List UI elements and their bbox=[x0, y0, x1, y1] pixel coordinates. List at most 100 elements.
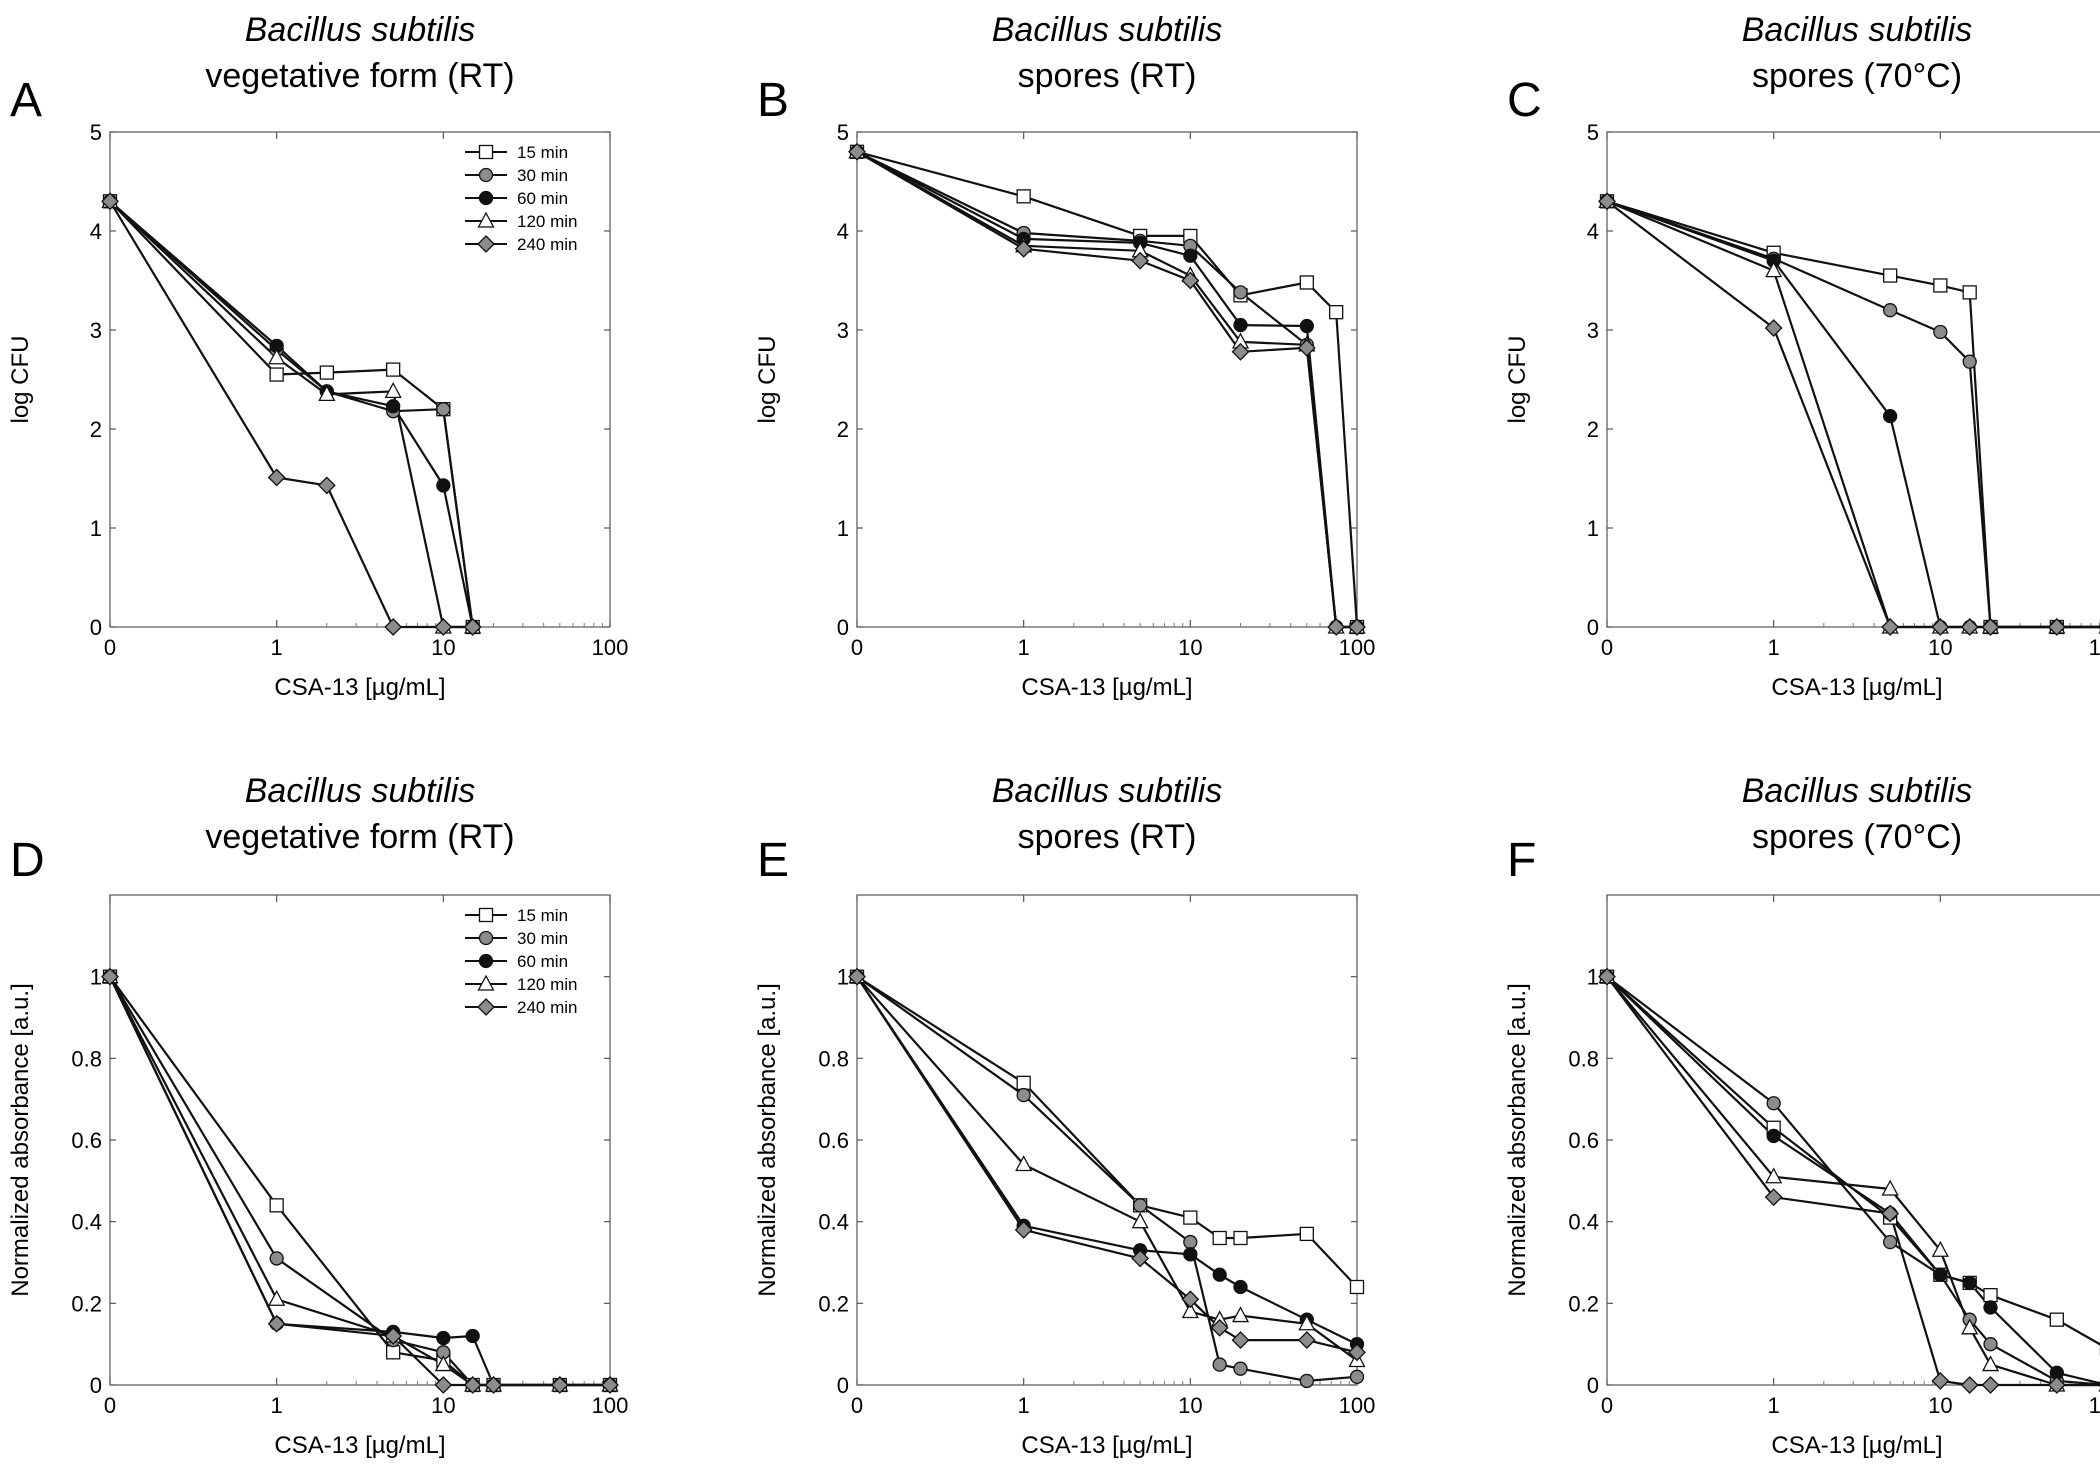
series-line bbox=[856, 150, 1357, 629]
y-tick-label: 0.6 bbox=[71, 1128, 102, 1153]
x-tick-label: 0 bbox=[104, 1393, 116, 1418]
series-line bbox=[109, 200, 473, 629]
panel-e: E Bacillus subtilis spores (RT) 0 0.2 0.4 0.6 0… bbox=[754, 772, 1375, 1459]
y-tick-label: 0.2 bbox=[1568, 1291, 1599, 1316]
data-point bbox=[1016, 1087, 1031, 1103]
data-point bbox=[386, 399, 401, 414]
data-point bbox=[1983, 1300, 1998, 1315]
data-point bbox=[1231, 342, 1250, 361]
legend-marker bbox=[478, 930, 494, 946]
y-axis-label: log CFU bbox=[7, 335, 34, 423]
series-line bbox=[109, 976, 610, 1387]
data-point bbox=[1598, 967, 1616, 986]
x-tick-label: 0 bbox=[104, 635, 116, 660]
series-line bbox=[856, 975, 1358, 1288]
x-tick-label: 1 bbox=[271, 635, 283, 660]
data-point bbox=[1131, 1249, 1150, 1268]
y-axis-label: log CFU bbox=[1504, 335, 1531, 423]
chart-title-condition: spores (70°C) bbox=[1752, 57, 1962, 95]
plot-frame bbox=[856, 894, 1358, 1386]
legend-marker bbox=[478, 167, 494, 183]
data-point bbox=[434, 618, 453, 636]
data-point bbox=[1233, 285, 1248, 300]
series-line bbox=[1606, 200, 2100, 629]
legend-marker bbox=[478, 907, 494, 923]
data-point bbox=[1299, 1226, 1314, 1242]
legend-label: 240 min bbox=[517, 235, 577, 254]
series-line bbox=[109, 200, 474, 628]
data-point bbox=[386, 1345, 401, 1360]
y-tick-label: 1 bbox=[1587, 965, 1599, 990]
legend-label: 240 min bbox=[517, 998, 577, 1017]
data-point bbox=[1212, 1267, 1227, 1282]
data-point bbox=[1766, 1096, 1781, 1111]
series-line bbox=[856, 975, 1358, 1383]
data-point bbox=[1233, 1230, 1248, 1246]
data-point bbox=[1349, 1369, 1365, 1384]
data-point bbox=[268, 1289, 286, 1306]
data-point bbox=[1014, 1220, 1033, 1239]
data-point bbox=[2049, 1312, 2064, 1327]
legend-label: 15 min bbox=[517, 143, 568, 162]
x-tick-label: 100 bbox=[2089, 635, 2100, 660]
panel-letter: C bbox=[1507, 74, 1542, 127]
y-tick-label: 0.6 bbox=[1568, 1128, 1599, 1153]
x-tick-label: 1 bbox=[271, 1393, 283, 1418]
data-point bbox=[269, 367, 284, 382]
plot-frame bbox=[1606, 131, 2100, 628]
y-tick-label: 0.4 bbox=[818, 1210, 849, 1235]
y-tick-label: 0 bbox=[837, 1373, 849, 1398]
data-point bbox=[1883, 408, 1898, 424]
y-axis-label: Normalized absorbance [a.u.] bbox=[7, 983, 34, 1297]
series-line bbox=[1606, 200, 2100, 629]
series-line bbox=[856, 976, 1358, 1346]
data-point bbox=[1181, 271, 1200, 290]
y-tick-label: 0.4 bbox=[71, 1210, 102, 1235]
data-point bbox=[1931, 1240, 1949, 1257]
legend-marker bbox=[477, 235, 495, 253]
data-point bbox=[1983, 1288, 1998, 1303]
data-point bbox=[1183, 248, 1198, 263]
panel-b: B Bacillus subtilis spores (RT) 0 1 2 3 4 5 0 1 10 1… bbox=[754, 11, 1375, 701]
y-tick-label: 5 bbox=[837, 120, 849, 145]
x-axis-label: CSA-13 [µg/mL] bbox=[1771, 674, 1942, 701]
y-tick-label: 1 bbox=[837, 965, 849, 990]
data-point bbox=[1349, 1279, 1365, 1295]
legend-label: 60 min bbox=[517, 189, 568, 208]
data-point bbox=[2047, 1376, 2066, 1394]
legend: 15 min 30 min 60 min 120 min 240 min bbox=[465, 906, 577, 1017]
data-point bbox=[1015, 1155, 1033, 1172]
data-point bbox=[1981, 618, 2000, 636]
series-line bbox=[856, 976, 1358, 1354]
x-tick-label: 10 bbox=[1178, 635, 1202, 660]
data-point bbox=[1962, 1275, 1977, 1291]
data-point bbox=[1765, 261, 1783, 278]
data-point bbox=[1231, 1306, 1250, 1323]
series-line bbox=[1606, 975, 2100, 1385]
data-point bbox=[1131, 1212, 1149, 1229]
data-point bbox=[1212, 1357, 1227, 1372]
data-point bbox=[1933, 278, 1948, 293]
data-point bbox=[463, 618, 482, 636]
legend-label: 60 min bbox=[517, 952, 568, 971]
legend-label: 120 min bbox=[517, 212, 577, 231]
series-line bbox=[109, 200, 473, 629]
panel-letter: B bbox=[757, 74, 789, 127]
data-point bbox=[1014, 239, 1033, 258]
y-tick-label: 3 bbox=[1587, 318, 1599, 343]
data-point bbox=[267, 468, 286, 487]
data-point bbox=[1765, 1167, 1783, 1184]
plot-frame bbox=[1606, 894, 2100, 1386]
data-point bbox=[1883, 268, 1898, 283]
data-point bbox=[1183, 1247, 1198, 1262]
panel-letter: E bbox=[757, 834, 789, 887]
legend-label: 30 min bbox=[517, 929, 568, 948]
x-tick-label: 10 bbox=[1928, 1393, 1952, 1418]
y-tick-label: 1 bbox=[90, 516, 102, 541]
legend-marker bbox=[477, 211, 495, 228]
data-point bbox=[1881, 1179, 1899, 1196]
data-point bbox=[436, 402, 451, 417]
x-axis-label: CSA-13 [µg/mL] bbox=[274, 674, 445, 701]
